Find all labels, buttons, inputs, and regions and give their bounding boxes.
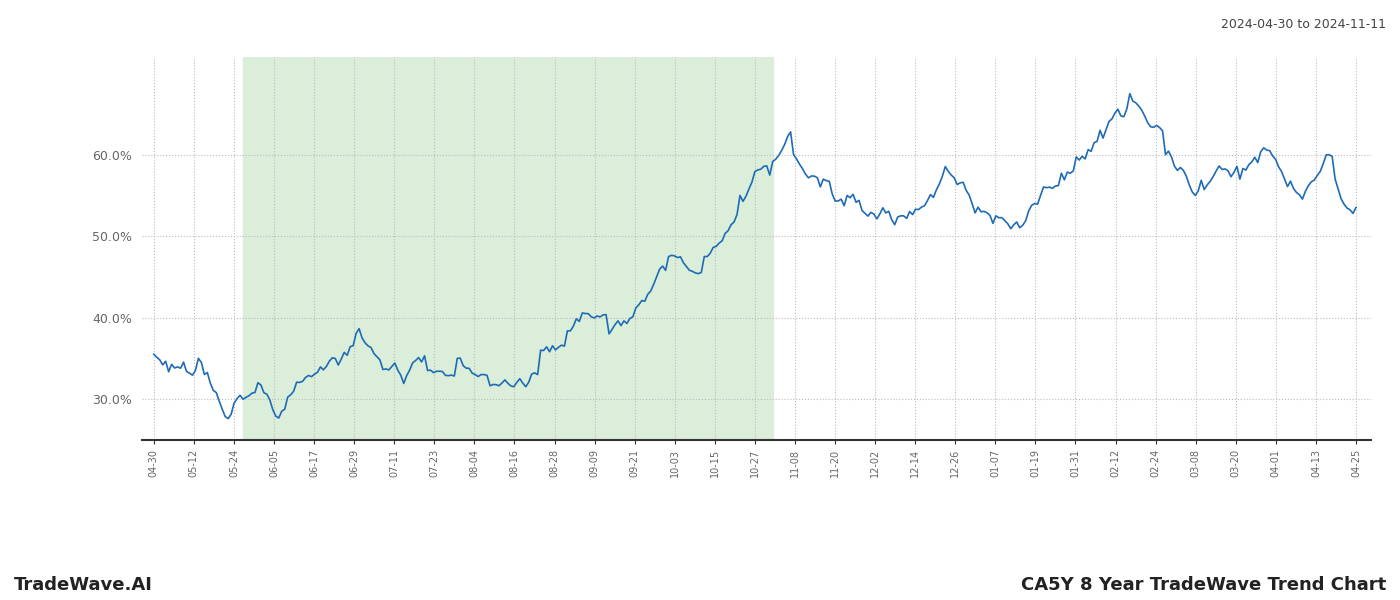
Text: CA5Y 8 Year TradeWave Trend Chart: CA5Y 8 Year TradeWave Trend Chart xyxy=(1021,576,1386,594)
Bar xyxy=(244,57,773,440)
Text: 2024-04-30 to 2024-11-11: 2024-04-30 to 2024-11-11 xyxy=(1221,18,1386,31)
Text: TradeWave.AI: TradeWave.AI xyxy=(14,576,153,594)
